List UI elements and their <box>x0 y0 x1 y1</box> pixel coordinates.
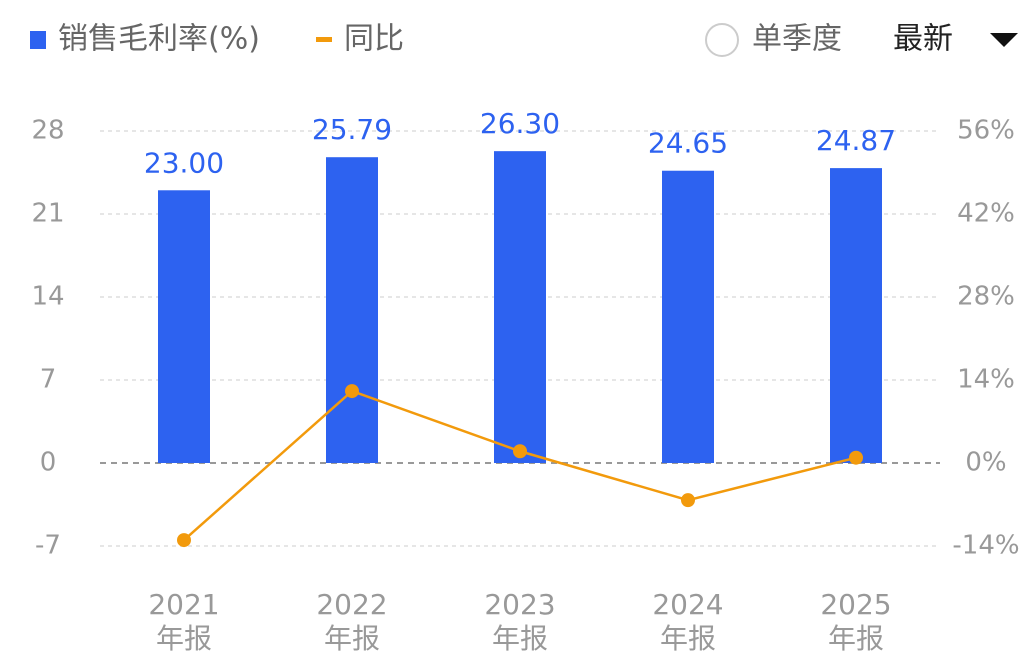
line-point <box>513 444 527 459</box>
radio[interactable] <box>705 23 739 57</box>
line-point <box>681 493 695 508</box>
x-tick-label: 2022 年报 <box>316 588 388 655</box>
x-tick-label: 2023 年报 <box>484 588 556 655</box>
dropdown-arrow[interactable] <box>990 33 1018 47</box>
bar <box>326 157 378 463</box>
y2-tick-label: 42% <box>957 199 1015 229</box>
toggle-label[interactable]: 单季度 <box>752 22 842 57</box>
value-label: 24.87 <box>816 124 896 157</box>
legend-label: 同比 <box>344 22 404 57</box>
y2-tick-label: 14% <box>957 365 1015 395</box>
select-label[interactable]: 最新 <box>893 22 953 57</box>
x-tick-label: 2024 年报 <box>652 588 724 655</box>
line-point <box>177 533 191 548</box>
y2-tick-label: -14% <box>952 531 1019 561</box>
y-tick-label: 7 <box>40 365 57 395</box>
value-label: 25.79 <box>312 113 392 146</box>
bar <box>662 170 714 463</box>
y-tick-label: 28 <box>31 116 64 146</box>
bar <box>158 190 210 464</box>
legend-swatch-line <box>316 37 332 42</box>
value-label: 26.30 <box>480 107 560 140</box>
value-label: 23.00 <box>144 146 224 179</box>
y-tick-label: 0 <box>40 448 57 478</box>
line-point <box>345 384 359 399</box>
y-tick-label: 14 <box>31 282 64 312</box>
y2-tick-label: 0% <box>965 448 1006 478</box>
period-select[interactable]: 最新 <box>893 22 1018 57</box>
bar <box>830 168 882 463</box>
bar <box>494 151 546 463</box>
x-tick-label: 2025 年报 <box>820 588 892 655</box>
y-tick-label: -7 <box>35 531 61 561</box>
y2-tick-label: 56% <box>957 116 1015 146</box>
value-label: 24.65 <box>648 127 728 160</box>
x-tick-label: 2021 年报 <box>148 588 220 655</box>
y-tick-label: 21 <box>31 199 64 229</box>
legend-swatch-bar <box>30 31 46 49</box>
y2-tick-label: 28% <box>957 282 1015 312</box>
line-point <box>849 450 863 465</box>
period-toggle[interactable]: 单季度 <box>705 22 842 57</box>
legend-label: 销售毛利率(%) <box>58 22 260 57</box>
